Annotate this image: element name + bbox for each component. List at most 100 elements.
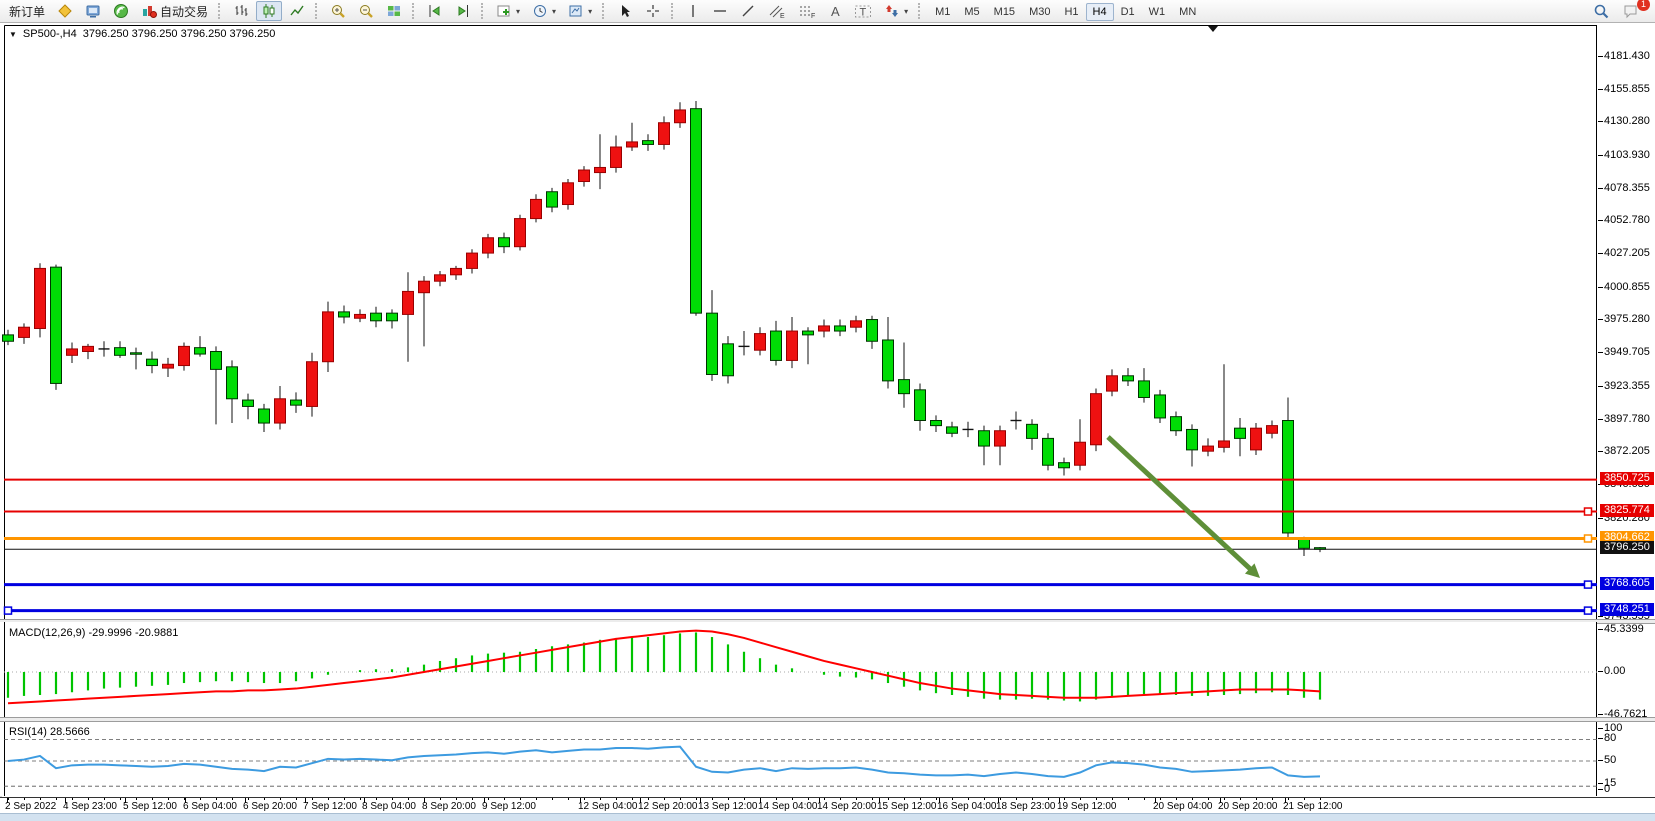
line-handle[interactable] <box>1583 507 1593 516</box>
timeframe-button-M15[interactable]: M15 <box>993 6 1016 18</box>
time-minor-tick <box>360 798 361 800</box>
svg-text:F: F <box>811 13 815 19</box>
auto-scroll-icon[interactable] <box>450 1 476 21</box>
time-minor-tick <box>1096 798 1097 800</box>
time-major-tick <box>65 798 66 803</box>
symbol-ohlc-values: 3796.250 3796.250 3796.250 3796.250 <box>82 28 276 40</box>
horizontal-line-object[interactable] <box>4 534 1597 543</box>
time-minor-tick <box>1016 798 1017 800</box>
time-major-tick <box>939 798 940 803</box>
horizontal-line-object[interactable] <box>4 580 1597 589</box>
time-tick-label: 15 Sep 12:00 <box>877 801 937 812</box>
candle <box>914 383 926 431</box>
candle <box>770 320 782 366</box>
text-icon[interactable]: A <box>823 1 847 21</box>
line-handle[interactable] <box>3 606 13 615</box>
time-minor-tick <box>312 798 313 800</box>
timeframe-button-W1[interactable]: W1 <box>1148 6 1166 18</box>
terminal-icon[interactable] <box>80 1 106 21</box>
chevron-down-icon: ▾ <box>516 6 521 16</box>
price-tick-label: 3949.705 <box>1598 346 1650 359</box>
time-minor-tick <box>1048 798 1049 800</box>
note-icon[interactable] <box>52 1 78 21</box>
candle <box>434 270 446 287</box>
timeframe-button-H4[interactable]: H4 <box>1085 3 1114 21</box>
notifications-icon[interactable]: 1 <box>1617 0 1650 21</box>
auto-trading-button[interactable]: 自动交易 <box>136 1 213 21</box>
horizontal-line-object[interactable] <box>4 507 1597 516</box>
symbol-name: SP500-,H4 <box>22 28 77 40</box>
time-minor-tick <box>1064 798 1065 800</box>
candle <box>642 134 654 151</box>
line-chart-icon[interactable] <box>284 1 310 21</box>
fibonacci-icon[interactable]: F <box>793 1 821 21</box>
candle <box>1202 438 1214 457</box>
time-minor-tick <box>936 798 937 800</box>
toolbar-grip <box>412 3 417 19</box>
bar-chart-icon[interactable] <box>228 1 254 21</box>
search-icon[interactable] <box>1588 1 1615 21</box>
candle <box>1154 389 1166 424</box>
chevron-down-icon[interactable]: ▼ <box>9 29 17 39</box>
line-handle[interactable] <box>1583 580 1593 589</box>
vertical-line-icon[interactable] <box>681 1 705 21</box>
candle-chart-icon[interactable] <box>256 1 283 21</box>
macd-panel-canvas[interactable] <box>0 622 1597 717</box>
time-major-tick <box>819 798 820 803</box>
arrow-annotation[interactable] <box>1106 435 1260 578</box>
panel-separator[interactable] <box>0 717 1655 722</box>
text-label-icon[interactable]: T <box>849 1 877 21</box>
line-handle[interactable] <box>1583 534 1593 543</box>
trendline-icon[interactable] <box>735 1 761 21</box>
equidistant-channel-icon[interactable]: E <box>763 1 791 21</box>
cursor-icon[interactable] <box>612 1 638 21</box>
toolbar-grip <box>315 3 320 19</box>
timeframe-button-MN[interactable]: MN <box>1179 6 1197 18</box>
chart-shift-icon[interactable] <box>422 1 448 21</box>
arrows-tool-icon[interactable]: ▾ <box>879 1 913 21</box>
crosshair-icon[interactable] <box>640 1 666 21</box>
time-tick-label: 12 Sep 20:00 <box>638 801 698 812</box>
new-order-button[interactable]: 新订单 <box>4 1 50 21</box>
periods-icon[interactable]: ▾ <box>527 1 561 21</box>
add-indicator-icon[interactable]: ▾ <box>491 1 525 21</box>
line-handle[interactable] <box>1583 606 1593 615</box>
time-scale[interactable]: 2 Sep 2022 4 Sep 23:00 5 Sep 12:00 6 Sep 04… <box>0 797 1655 813</box>
zoom-out-icon[interactable] <box>353 1 379 21</box>
time-minor-tick <box>1288 798 1289 800</box>
candle <box>354 309 366 323</box>
candle <box>1218 364 1230 453</box>
price-tick-label: 4000.855 <box>1598 280 1650 293</box>
signal-icon[interactable] <box>108 1 134 21</box>
time-minor-tick <box>584 798 585 800</box>
time-tick-label: 5 Sep 12:00 <box>123 801 177 812</box>
macd-axis-label: 45.3399 <box>1598 623 1644 636</box>
horizontal-line-object[interactable] <box>3 606 1597 615</box>
toolbar-grip <box>218 3 223 19</box>
candle <box>530 194 542 223</box>
time-minor-tick <box>1208 798 1209 800</box>
timeframe-button-M1[interactable]: M1 <box>935 6 951 18</box>
zoom-in-icon[interactable] <box>325 1 351 21</box>
time-tick-label: 20 Sep 04:00 <box>1153 801 1213 812</box>
candle <box>82 343 94 360</box>
tile-windows-icon[interactable] <box>381 1 407 21</box>
candle <box>18 323 30 344</box>
timeframe-button-H1[interactable]: H1 <box>1064 6 1079 18</box>
main-chart-canvas[interactable] <box>0 23 1597 619</box>
timeframe-button-M30[interactable]: M30 <box>1029 6 1051 18</box>
time-tick-label: 21 Sep 12:00 <box>1283 801 1343 812</box>
candle <box>98 341 110 357</box>
candle <box>306 352 318 417</box>
time-minor-tick <box>616 798 617 800</box>
price-tick-label: 4155.855 <box>1598 82 1650 95</box>
time-major-tick <box>640 798 641 803</box>
time-minor-tick <box>40 798 41 800</box>
time-minor-tick <box>72 798 73 800</box>
timeframe-button-M5[interactable]: M5 <box>964 6 980 18</box>
templates-icon[interactable]: ▾ <box>563 1 597 21</box>
horizontal-line-icon[interactable] <box>707 1 733 21</box>
rsi-panel-canvas[interactable] <box>0 722 1597 796</box>
timeframe-button-D1[interactable]: D1 <box>1120 6 1135 18</box>
candle <box>482 233 494 259</box>
